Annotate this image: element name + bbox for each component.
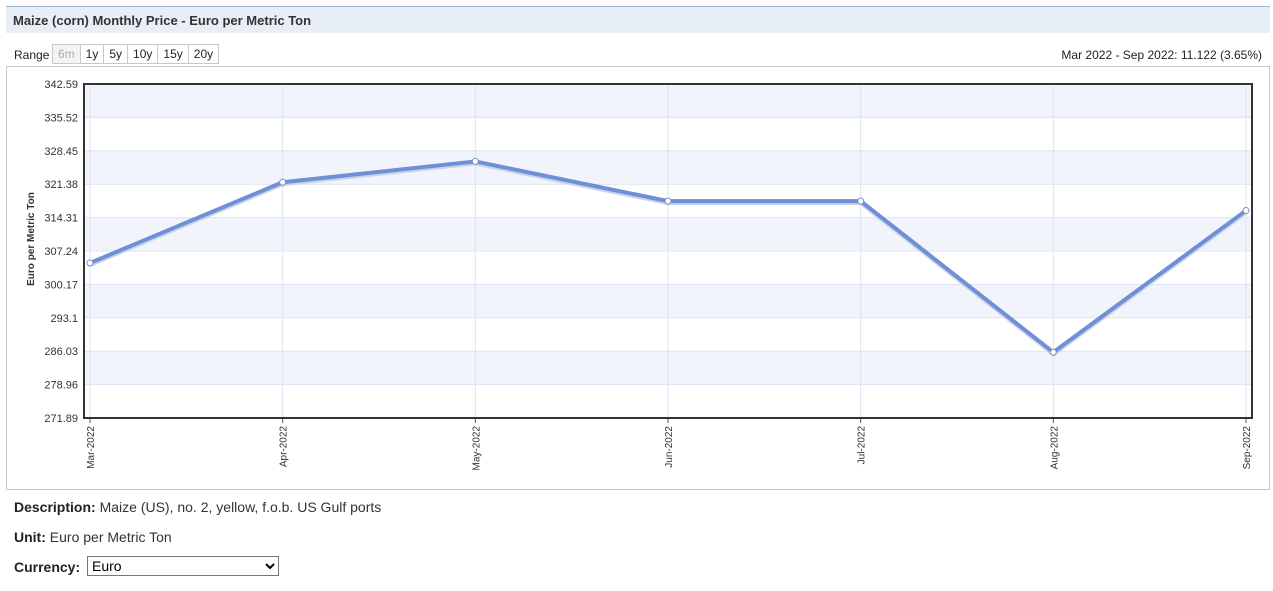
chart-container: 342.59 335.52 328.45 321.38 314.31 307.24 300.…: [6, 66, 1270, 490]
x-tick-label: Jun-2022: [664, 426, 675, 468]
range-button-5y[interactable]: 5y: [103, 44, 129, 64]
y-tick-label: 307.24: [44, 246, 78, 258]
plot-frame: [83, 83, 1253, 419]
description-row: Description: Maize (US), no. 2, yellow, …: [14, 499, 381, 515]
range-button-1y[interactable]: 1y: [79, 44, 105, 64]
y-tick-label: 271.89: [44, 413, 78, 425]
currency-row: Currency:: [14, 559, 80, 575]
x-tick-label: Aug-2022: [1049, 426, 1060, 470]
y-tick-label: 314.31: [44, 213, 78, 225]
data-point: [857, 197, 865, 205]
page-title: Maize (corn) Monthly Price - Euro per Me…: [13, 13, 312, 28]
range-label: Range: [14, 48, 50, 62]
description-label: Description:: [14, 499, 96, 515]
y-tick-label: 321.38: [44, 179, 78, 191]
currency-select[interactable]: Euro: [87, 556, 279, 576]
x-tick-label: Mar-2022: [86, 426, 97, 469]
range-button-20y[interactable]: 20y: [187, 44, 220, 64]
x-tick-label: Sep-2022: [1242, 426, 1253, 470]
range-button-group: 6m 1y 5y 10y 15y 20y: [52, 44, 220, 64]
x-tick-label: Jul-2022: [857, 426, 868, 465]
unit-value: Euro per Metric Ton: [49, 529, 172, 545]
range-button-15y[interactable]: 15y: [157, 44, 189, 64]
x-tick-label: May-2022: [471, 426, 482, 471]
x-tick-label: Apr-2022: [279, 426, 290, 468]
y-tick-label: 335.52: [44, 112, 78, 124]
unit-row: Unit: Euro per Metric Ton: [14, 529, 172, 545]
y-tick-label: 328.45: [44, 146, 78, 158]
y-tick-label: 342.59: [44, 79, 78, 91]
chart-title-bar: Maize (corn) Monthly Price - Euro per Me…: [6, 6, 1270, 33]
description-value: Maize (US), no. 2, yellow, f.o.b. US Gul…: [99, 499, 382, 515]
data-point: [86, 259, 94, 267]
range-summary: Mar 2022 - Sep 2022: 11.122 (3.65%): [1061, 48, 1262, 62]
currency-label: Currency:: [14, 559, 81, 575]
y-tick-label: 286.03: [44, 346, 78, 358]
line-chart: 342.59 335.52 328.45 321.38 314.31 307.24 300.…: [26, 79, 1253, 471]
data-point: [471, 157, 479, 165]
data-point: [1242, 207, 1250, 215]
y-tick-label: 300.17: [44, 279, 78, 291]
range-button-10y[interactable]: 10y: [127, 44, 159, 64]
y-axis-label: Euro per Metric Ton: [26, 192, 37, 286]
data-point: [664, 197, 672, 205]
y-tick-label: 293.1: [50, 313, 78, 325]
data-point: [1049, 348, 1057, 356]
range-button-6m[interactable]: 6m: [52, 44, 81, 64]
data-point: [279, 178, 287, 186]
unit-label: Unit:: [14, 529, 46, 545]
y-tick-label: 278.96: [44, 380, 78, 392]
